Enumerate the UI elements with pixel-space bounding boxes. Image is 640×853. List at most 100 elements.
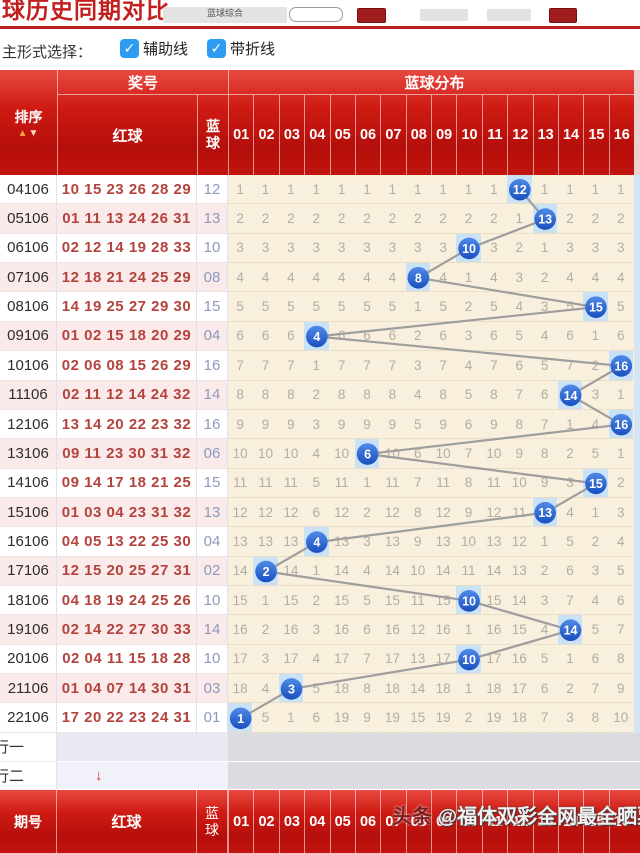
footer-ball-col-05: 05 — [329, 790, 355, 853]
miss-count-cell: 16 — [431, 615, 457, 645]
miss-count-cell: 1 — [253, 175, 279, 205]
miss-count-cell: 12 — [329, 497, 355, 528]
miss-count-cell: 15 — [278, 586, 305, 616]
miss-count-cell: 2 — [532, 556, 558, 587]
miss-count-cell: 12 — [228, 497, 254, 528]
period-cell: 12106 — [0, 409, 57, 440]
footer-ball-col-15: 15 — [583, 790, 608, 853]
miss-count-cell: 4 — [304, 644, 330, 675]
miss-count-cell: 13 — [253, 527, 279, 557]
miss-count-cell: 8 — [354, 380, 381, 410]
miss-count-cell: 1 — [532, 233, 558, 264]
blue-ball-cell: 10 — [197, 644, 228, 675]
blue-ball-view-dropdown[interactable]: 蓝球综合 — [163, 7, 287, 23]
search-button[interactable] — [357, 8, 386, 23]
miss-count-cell: 4 — [329, 263, 355, 293]
miss-count-cell: 12 — [253, 497, 279, 528]
toolbar-option-2[interactable] — [487, 9, 531, 21]
miss-count-cell: 5 — [278, 292, 305, 322]
miss-count-cell: 6 — [608, 586, 634, 616]
miss-count-cell: 5 — [557, 292, 584, 322]
sort-up-icon[interactable]: ▲ — [17, 127, 29, 139]
miss-count-cell: 6 — [304, 703, 330, 733]
miss-count-cell: 3 — [583, 233, 609, 264]
footer-ball-headers: 01 02 03 04 05 06 07 08 09 10 11 12 13 14 15 16 — [228, 790, 640, 853]
miss-count-cell: 6 — [329, 321, 355, 352]
miss-count-cell: 1 — [456, 674, 482, 704]
sort-arrows[interactable]: ▲▼ — [17, 127, 40, 139]
miss-count-cell: 11 — [228, 468, 254, 498]
miss-count-cell: 3 — [583, 380, 609, 410]
miss-count-cell: 13 — [329, 527, 355, 557]
confirm-button[interactable] — [549, 8, 577, 23]
miss-count-cell: 14 — [228, 556, 254, 587]
miss-count-cell: 3 — [557, 233, 584, 264]
down-arrow-icon[interactable]: ↓ — [95, 766, 103, 784]
miss-count-cell: 16 — [481, 615, 508, 645]
miss-count-cell: 10 — [380, 439, 406, 469]
red-balls-cell: 01 02 15 18 20 29 — [57, 321, 197, 352]
miss-count-cell: 1 — [532, 175, 558, 205]
checkbox-auxiliary-line-label[interactable]: 辅助线 — [143, 41, 189, 58]
miss-count-cell: 5 — [354, 292, 381, 322]
miss-count-cell: 17 — [228, 644, 254, 675]
miss-count-cell: 1 — [278, 175, 305, 205]
miss-count-cell: 3 — [278, 233, 305, 264]
sort-header[interactable]: 排序 ▲▼ — [0, 70, 57, 175]
miss-count-cell: 2 — [354, 497, 381, 528]
prize-group-header: 奖号 — [57, 70, 228, 95]
hit-cell — [304, 321, 330, 352]
footer-ball-col-11: 11 — [481, 790, 507, 853]
red-balls-cell: 04 05 13 22 25 30 — [57, 527, 197, 557]
miss-count-cell: 8 — [380, 380, 406, 410]
checkbox-polyline[interactable]: ✓ — [207, 39, 226, 58]
scrollbar-track-header — [634, 70, 640, 175]
miss-count-cell: 3 — [608, 497, 634, 528]
header-ball-col-16: 16 — [608, 95, 634, 175]
period-cell: 20106 — [0, 644, 57, 675]
miss-count-cell: 2 — [456, 703, 482, 733]
miss-count-cell: 2 — [583, 204, 609, 234]
miss-count-cell: 2 — [405, 321, 431, 352]
miss-count-cell: 8 — [228, 380, 254, 410]
miss-count-cell: 11 — [481, 468, 508, 498]
table-row: 05106 01 11 13 24 26 31 13 2 2 2 2 2 2 2 2 2 2 2 1 2 2 2 — [0, 204, 640, 234]
checkbox-polyline-label[interactable]: 带折线 — [230, 41, 276, 58]
watermark-brand: 头条 — [392, 806, 432, 828]
hit-cell — [456, 644, 482, 675]
hit-cell — [532, 497, 558, 528]
miss-count-cell: 7 — [278, 351, 305, 381]
check-icon: ✓ — [123, 40, 136, 56]
red-balls-cell: 09 14 17 18 21 25 — [57, 468, 197, 498]
header-ball-col-08: 08 — [405, 95, 431, 175]
hit-cell — [304, 527, 330, 557]
hit-cell — [456, 586, 482, 616]
miss-count-cell: 6 — [456, 409, 482, 440]
hit-cell — [228, 703, 254, 733]
toolbar-option-1[interactable] — [420, 9, 468, 21]
miss-count-cell: 4 — [278, 263, 305, 293]
miss-count-cell: 6 — [481, 321, 508, 352]
miss-count-cell: 6 — [304, 497, 330, 528]
miss-count-cell: 5 — [583, 439, 609, 469]
miss-count-cell: 2 — [380, 204, 406, 234]
sort-down-icon[interactable]: ▼ — [28, 127, 40, 139]
scrollbar-track[interactable] — [634, 175, 640, 733]
table-header: 排序 ▲▼ 奖号 蓝球分布 红球 蓝球 01 02 03 04 05 06 07 08 09 10… — [0, 70, 640, 175]
period-input[interactable] — [289, 7, 343, 22]
blue-ball-cell: 06 — [197, 439, 228, 469]
miss-count-cell: 2 — [557, 204, 584, 234]
checkbox-auxiliary-line[interactable]: ✓ — [120, 39, 139, 58]
miss-count-cell: 6 — [557, 321, 584, 352]
blue-ball-cell: 10 — [197, 586, 228, 616]
red-balls-cell: 02 04 11 15 18 28 — [57, 644, 197, 675]
blue-ball-cell: 16 — [197, 351, 228, 381]
miss-count-cell: 7 — [253, 351, 279, 381]
miss-count-cell: 6 — [380, 321, 406, 352]
miss-count-cell: 1 — [278, 703, 305, 733]
miss-count-cell: 4 — [583, 586, 609, 616]
miss-count-cell: 11 — [380, 468, 406, 498]
table-row: 07106 12 18 21 24 25 29 08 4 4 4 4 4 4 4 4 1 4 3 2 4 4 4 — [0, 263, 640, 293]
hit-cell — [253, 556, 279, 587]
miss-count-cell: 2 — [608, 468, 634, 498]
